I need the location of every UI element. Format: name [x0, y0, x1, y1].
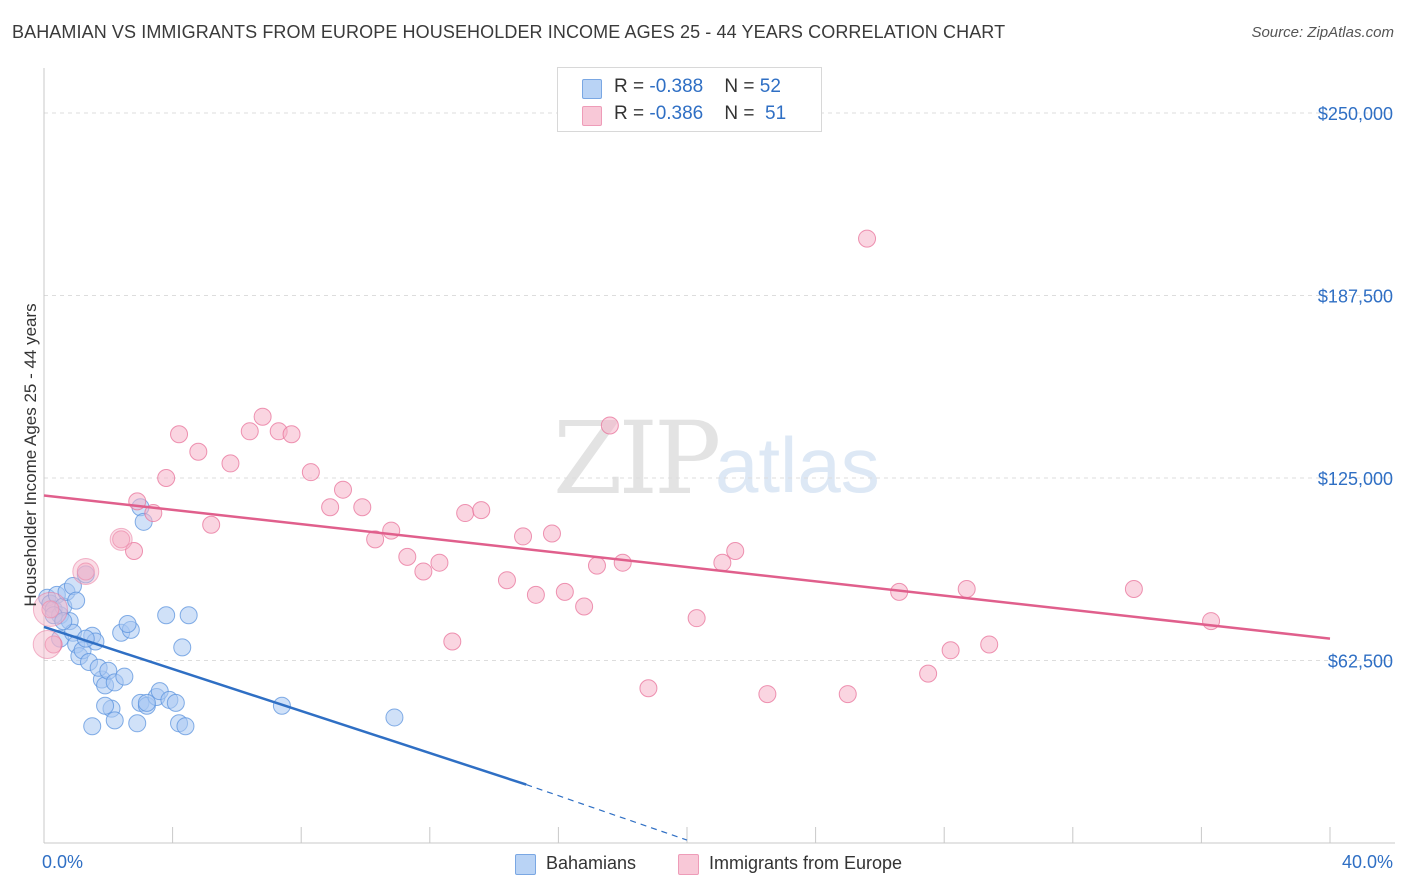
bottom-legend-swatch-bahamians — [515, 854, 536, 875]
immigrant-point — [687, 609, 706, 628]
bahamian-point — [176, 717, 195, 736]
legend-r-label: R = — [614, 76, 650, 97]
immigrant-point — [600, 416, 619, 435]
immigrant-point — [758, 685, 777, 704]
y-axis-label: Householder Income Ages 25 - 44 years — [21, 303, 40, 607]
immigrant-point — [221, 454, 240, 473]
watermark-atlas: atlas — [715, 421, 880, 509]
immigrant-point — [472, 501, 491, 520]
immigrant-point — [726, 542, 745, 561]
immigrant-point — [282, 425, 301, 444]
immigrant-point — [941, 641, 960, 660]
bottom-legend-swatch-immigrants — [678, 854, 699, 875]
immigrant-point — [497, 571, 516, 590]
y-tick-label: $250,000 — [1318, 104, 1393, 124]
immigrant-point — [613, 553, 632, 572]
immigrant-point — [333, 480, 352, 499]
legend-n-label: N = — [724, 76, 760, 97]
immigrant-point — [321, 498, 340, 517]
immigrant-point — [980, 635, 999, 654]
immigrant-point — [301, 463, 320, 482]
immigrant-point — [366, 530, 385, 549]
bahamian-point — [166, 693, 185, 712]
immigrant-point — [76, 562, 95, 581]
chart-title: BAHAMIAN VS IMMIGRANTS FROM EUROPE HOUSE… — [12, 22, 1006, 42]
immigrant-point — [443, 632, 462, 651]
legend-r-value: -0.386 — [649, 103, 704, 124]
immigrant-point — [514, 527, 533, 546]
immigrant-point — [253, 407, 272, 426]
bahamian-point — [137, 693, 156, 712]
immigrant-point — [542, 524, 561, 543]
bahamian-point — [105, 711, 124, 730]
legend-swatch-immigrants — [582, 106, 602, 126]
legend-swatch-bahamians — [582, 79, 602, 99]
bahamian-point — [83, 717, 102, 736]
immigrant-point — [639, 679, 658, 698]
bahamian-trendline-extension — [526, 784, 688, 841]
immigrant-point — [382, 521, 401, 540]
bahamian-point — [128, 714, 147, 733]
immigrant-point — [112, 530, 131, 549]
immigrant-point — [398, 547, 417, 566]
legend-n-label: N = — [724, 103, 760, 124]
immigrant-trendline — [43, 494, 1331, 640]
bahamian-point — [385, 708, 404, 727]
immigrant-point — [1124, 579, 1143, 598]
immigrant-point — [957, 579, 976, 598]
legend-n-value: 52 — [759, 76, 781, 97]
legend-r-label: R = — [614, 103, 650, 124]
bahamian-point — [173, 638, 192, 657]
immigrant-point — [430, 553, 449, 572]
immigrant-point — [587, 556, 606, 575]
immigrant-point — [575, 597, 594, 616]
legend-r-value: -0.388 — [649, 76, 704, 97]
watermark-zip: ZIP — [553, 400, 721, 517]
correlation-legend: R = -0.388 N = 52 R = -0.386 N = 51 — [557, 67, 822, 132]
bottom-legend-label-immigrants: Immigrants from Europe — [709, 853, 903, 873]
bahamian-trendline — [43, 625, 527, 786]
legend-n-value: 51 — [765, 103, 787, 124]
immigrant-point — [456, 504, 475, 523]
immigrant-point — [189, 442, 208, 461]
immigrant-point — [41, 600, 60, 619]
immigrant-point-large — [32, 591, 68, 627]
bahamian-point — [179, 606, 198, 625]
bottom-legend-label-bahamians: Bahamians — [546, 853, 637, 873]
immigrant-point-large — [32, 629, 62, 659]
immigrant-point — [353, 498, 372, 517]
bahamian-point — [118, 615, 137, 634]
y-tick-label: $62,500 — [1328, 652, 1393, 672]
y-tick-label: $187,500 — [1318, 287, 1393, 307]
immigrant-point — [414, 562, 433, 581]
immigrant-point — [44, 635, 63, 654]
immigrant-point — [838, 685, 857, 704]
immigrant-point — [240, 422, 259, 441]
x-tick-label-min: 0.0% — [42, 852, 84, 872]
immigrant-point — [157, 469, 176, 488]
immigrant-point — [170, 425, 189, 444]
immigrant-point — [555, 582, 574, 601]
bahamian-point — [67, 591, 86, 610]
immigrant-point-large — [72, 557, 100, 585]
bahamian-point — [157, 606, 176, 625]
bahamian-point — [115, 667, 134, 686]
source-credit: Source: ZipAtlas.com — [1251, 24, 1394, 41]
immigrant-point-large — [109, 527, 133, 551]
bahamian-point — [96, 696, 115, 715]
immigrant-point — [858, 229, 877, 248]
y-tick-label: $125,000 — [1318, 469, 1393, 489]
immigrant-point — [202, 515, 221, 534]
x-tick-label-max: 40.0% — [1341, 852, 1393, 872]
immigrant-point — [526, 585, 545, 604]
immigrant-point — [919, 664, 938, 683]
